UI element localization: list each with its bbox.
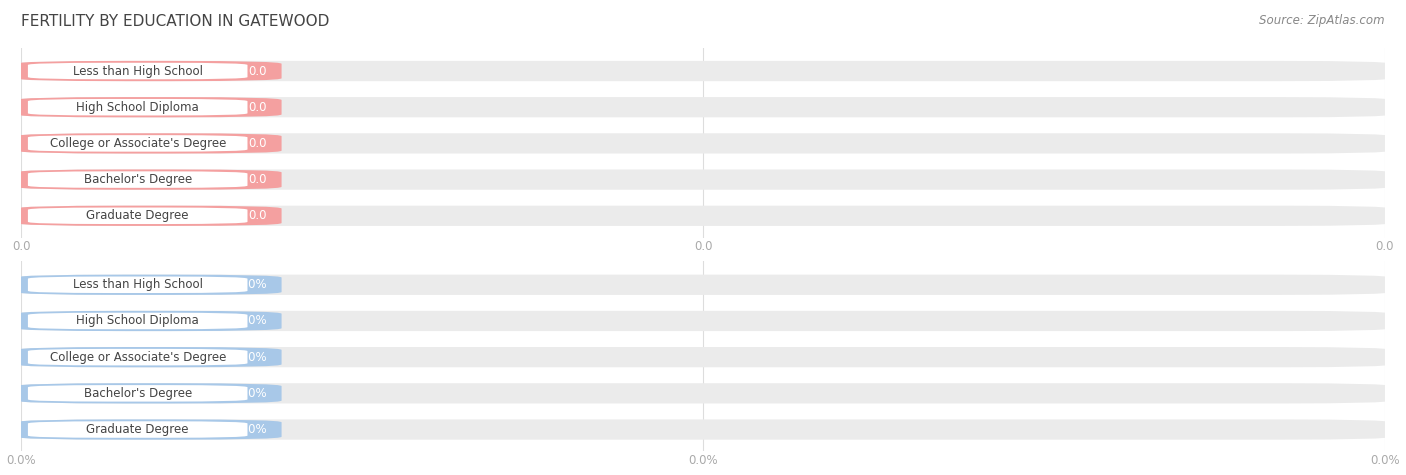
- Text: 0.0: 0.0: [247, 101, 267, 114]
- FancyBboxPatch shape: [15, 170, 281, 190]
- Text: Graduate Degree: Graduate Degree: [86, 209, 188, 222]
- Text: Graduate Degree: Graduate Degree: [86, 423, 188, 436]
- Text: 0.0%: 0.0%: [238, 351, 267, 364]
- Text: High School Diploma: High School Diploma: [76, 101, 200, 114]
- Text: 0.0%: 0.0%: [238, 314, 267, 327]
- FancyBboxPatch shape: [28, 135, 247, 152]
- Text: FERTILITY BY EDUCATION IN GATEWOOD: FERTILITY BY EDUCATION IN GATEWOOD: [21, 14, 329, 29]
- FancyBboxPatch shape: [15, 97, 281, 117]
- Text: Less than High School: Less than High School: [73, 278, 202, 291]
- Text: College or Associate's Degree: College or Associate's Degree: [49, 137, 226, 150]
- FancyBboxPatch shape: [15, 97, 1391, 117]
- Text: 0.0%: 0.0%: [238, 387, 267, 400]
- FancyBboxPatch shape: [15, 311, 1391, 331]
- FancyBboxPatch shape: [15, 347, 281, 367]
- FancyBboxPatch shape: [15, 133, 281, 153]
- FancyBboxPatch shape: [28, 385, 247, 401]
- FancyBboxPatch shape: [28, 171, 247, 188]
- Text: 0.0: 0.0: [247, 137, 267, 150]
- FancyBboxPatch shape: [15, 275, 1391, 295]
- FancyBboxPatch shape: [15, 61, 1391, 81]
- FancyBboxPatch shape: [15, 383, 281, 403]
- FancyBboxPatch shape: [28, 63, 247, 79]
- Text: High School Diploma: High School Diploma: [76, 314, 200, 327]
- FancyBboxPatch shape: [28, 276, 247, 293]
- FancyBboxPatch shape: [28, 421, 247, 438]
- FancyBboxPatch shape: [15, 311, 281, 331]
- Text: College or Associate's Degree: College or Associate's Degree: [49, 351, 226, 364]
- Text: 0.0: 0.0: [247, 173, 267, 186]
- FancyBboxPatch shape: [15, 61, 281, 81]
- FancyBboxPatch shape: [15, 383, 1391, 403]
- FancyBboxPatch shape: [15, 133, 1391, 153]
- FancyBboxPatch shape: [15, 170, 1391, 190]
- Text: 0.0: 0.0: [247, 209, 267, 222]
- FancyBboxPatch shape: [28, 208, 247, 224]
- FancyBboxPatch shape: [15, 275, 281, 295]
- Text: 0.0: 0.0: [247, 65, 267, 77]
- FancyBboxPatch shape: [15, 419, 281, 440]
- Text: 0.0%: 0.0%: [238, 278, 267, 291]
- FancyBboxPatch shape: [28, 99, 247, 115]
- Text: 0.0%: 0.0%: [238, 423, 267, 436]
- Text: Bachelor's Degree: Bachelor's Degree: [83, 387, 191, 400]
- FancyBboxPatch shape: [28, 313, 247, 329]
- Text: Less than High School: Less than High School: [73, 65, 202, 77]
- FancyBboxPatch shape: [28, 349, 247, 365]
- FancyBboxPatch shape: [15, 419, 1391, 440]
- FancyBboxPatch shape: [15, 347, 1391, 367]
- Text: Bachelor's Degree: Bachelor's Degree: [83, 173, 191, 186]
- Text: Source: ZipAtlas.com: Source: ZipAtlas.com: [1260, 14, 1385, 27]
- FancyBboxPatch shape: [15, 206, 281, 226]
- FancyBboxPatch shape: [15, 206, 1391, 226]
